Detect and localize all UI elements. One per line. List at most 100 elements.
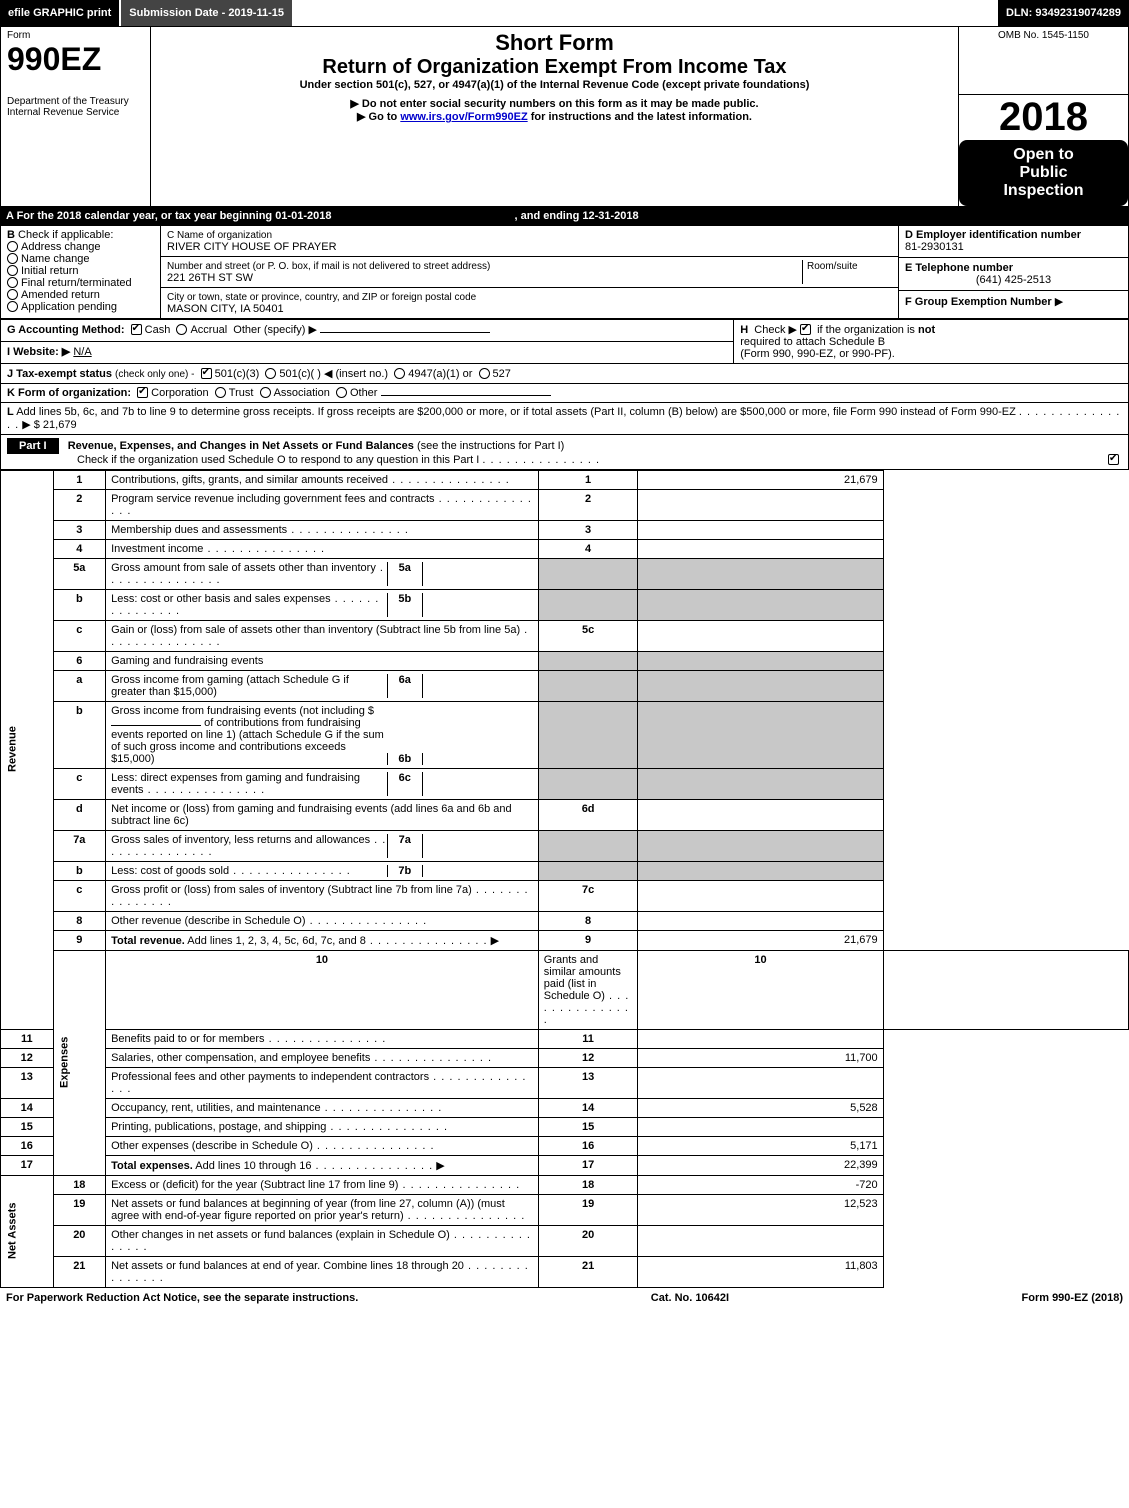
efile-print-button[interactable]: efile GRAPHIC print bbox=[0, 0, 121, 26]
table-row: c Less: direct expenses from gaming and … bbox=[1, 768, 1129, 799]
topbar-spacer bbox=[294, 0, 998, 26]
line18-amount: -720 bbox=[638, 1175, 883, 1194]
street-value: 221 26TH ST SW bbox=[167, 272, 253, 284]
form-header-table: Form 990EZ Department of the Treasury In… bbox=[0, 26, 1129, 207]
line12-text: Salaries, other compensation, and employ… bbox=[111, 1052, 370, 1064]
line21-amount: 11,803 bbox=[638, 1256, 883, 1287]
checkbox-501c[interactable] bbox=[265, 368, 276, 379]
table-row: 4 Investment income 4 bbox=[1, 539, 1129, 558]
form-number: 990EZ bbox=[7, 41, 144, 78]
website-value: N/A bbox=[73, 346, 91, 358]
checkbox-association[interactable] bbox=[260, 387, 271, 398]
checkbox-527[interactable] bbox=[479, 368, 490, 379]
checkbox-name-change[interactable] bbox=[7, 253, 18, 264]
f-arrow: ▶ bbox=[1055, 296, 1063, 308]
part1-instr: (see the instructions for Part I) bbox=[417, 440, 564, 452]
l-text: Add lines 5b, 6c, and 7b to line 9 to de… bbox=[16, 406, 1016, 418]
checkbox-initial-return[interactable] bbox=[7, 265, 18, 276]
line9-amount: 21,679 bbox=[638, 930, 883, 950]
revenue-section-label: Revenue bbox=[1, 470, 54, 1029]
line9-text-bold: Total revenue. bbox=[111, 935, 185, 947]
dept-treasury: Department of the Treasury bbox=[7, 96, 144, 107]
table-row: 12Salaries, other compensation, and empl… bbox=[1, 1048, 1129, 1067]
other-specify-input[interactable] bbox=[320, 332, 490, 333]
checkbox-accrual[interactable] bbox=[176, 324, 187, 335]
line5b-text: Less: cost or other basis and sales expe… bbox=[111, 593, 331, 605]
ein-value: 81-2930131 bbox=[905, 241, 964, 253]
table-row: Net Assets 18Excess or (deficit) for the… bbox=[1, 1175, 1129, 1194]
box-l-label: L bbox=[7, 406, 14, 418]
checkbox-h-not-required[interactable] bbox=[800, 324, 811, 335]
line18-text: Excess or (deficit) for the year (Subtra… bbox=[111, 1179, 398, 1191]
table-row: 14Occupancy, rent, utilities, and mainte… bbox=[1, 1098, 1129, 1117]
checkbox-trust[interactable] bbox=[215, 387, 226, 398]
page-footer: For Paperwork Reduction Act Notice, see … bbox=[0, 1288, 1129, 1308]
checkbox-corporation[interactable] bbox=[137, 387, 148, 398]
line14-amount: 5,528 bbox=[638, 1098, 883, 1117]
line7c-text: Gross profit or (loss) from sales of inv… bbox=[111, 884, 472, 896]
room-suite-label: Room/suite bbox=[807, 261, 858, 272]
opt-501c: 501(c)( ) ◀ (insert no.) bbox=[279, 368, 388, 380]
checkbox-schedule-o[interactable] bbox=[1108, 454, 1119, 465]
table-row: 20Other changes in net assets or fund ba… bbox=[1, 1225, 1129, 1256]
footer-right: Form 990-EZ (2018) bbox=[1022, 1292, 1124, 1304]
period-bar: A For the 2018 calendar year, or tax yea… bbox=[0, 207, 1129, 225]
checkbox-other-org[interactable] bbox=[336, 387, 347, 398]
final-return-label: Final return/terminated bbox=[21, 277, 132, 289]
irs-link[interactable]: www.irs.gov/Form990EZ bbox=[400, 111, 527, 123]
box-k: K Form of organization: Corporation Trus… bbox=[0, 384, 1129, 403]
h-text-rest2: (Form 990, 990-EZ, or 990-PF). bbox=[740, 348, 895, 360]
table-row: Revenue 1 Contributions, gifts, grants, … bbox=[1, 470, 1129, 489]
checkbox-cash[interactable] bbox=[131, 324, 142, 335]
line11-text: Benefits paid to or for members bbox=[111, 1033, 264, 1045]
checkbox-amended-return[interactable] bbox=[7, 289, 18, 300]
other-org-input[interactable] bbox=[381, 395, 551, 396]
table-row: 19Net assets or fund balances at beginni… bbox=[1, 1194, 1129, 1225]
city-label: City or town, state or province, country… bbox=[167, 292, 476, 303]
opt-other-org: Other bbox=[350, 387, 378, 399]
checkbox-4947[interactable] bbox=[394, 368, 405, 379]
no-ssn-note: Do not enter social security numbers on … bbox=[157, 97, 952, 110]
line8-amount bbox=[638, 911, 883, 930]
checkbox-final-return[interactable] bbox=[7, 277, 18, 288]
line6d-text: Net income or (loss) from gaming and fun… bbox=[111, 803, 512, 827]
box-k-label: K Form of organization: bbox=[7, 387, 131, 399]
line6b-text1: Gross income from fundraising events (no… bbox=[111, 705, 374, 717]
opt-527: 527 bbox=[493, 368, 511, 380]
line15-text: Printing, publications, postage, and shi… bbox=[111, 1121, 326, 1133]
cash-label: Cash bbox=[145, 324, 171, 336]
goto-link-row: ▶ Go to www.irs.gov/Form990EZ for instru… bbox=[157, 110, 952, 123]
table-row: 3 Membership dues and assessments 3 bbox=[1, 520, 1129, 539]
table-row: 6 Gaming and fundraising events bbox=[1, 651, 1129, 670]
table-row: d Net income or (loss) from gaming and f… bbox=[1, 799, 1129, 830]
l-amount: $ 21,679 bbox=[34, 419, 77, 431]
line6d-amount bbox=[638, 799, 883, 830]
street-label: Number and street (or P. O. box, if mail… bbox=[167, 261, 490, 272]
checkbox-501c3[interactable] bbox=[201, 368, 212, 379]
line6b-blank[interactable] bbox=[111, 725, 201, 726]
line12-amount: 11,700 bbox=[638, 1048, 883, 1067]
line4-amount bbox=[638, 539, 883, 558]
omb-number: OMB No. 1545-1150 bbox=[965, 30, 1122, 41]
line20-text: Other changes in net assets or fund bala… bbox=[111, 1229, 450, 1241]
line3-amount bbox=[638, 520, 883, 539]
line7a-text: Gross sales of inventory, less returns a… bbox=[111, 834, 370, 846]
checkbox-application-pending[interactable] bbox=[7, 301, 18, 312]
line2-amount bbox=[638, 489, 883, 520]
box-i-label: I Website: ▶ bbox=[7, 346, 70, 358]
line4-text: Investment income bbox=[111, 543, 203, 555]
phone-value: (641) 425-2513 bbox=[905, 274, 1122, 286]
line15-amount bbox=[638, 1117, 883, 1136]
table-row: b Gross income from fundraising events (… bbox=[1, 701, 1129, 768]
checkbox-address-change[interactable] bbox=[7, 241, 18, 252]
form-word: Form bbox=[7, 30, 144, 41]
line5a-sub-amount bbox=[423, 562, 533, 586]
short-form-title: Short Form bbox=[157, 30, 952, 56]
line6a-sub-amount bbox=[423, 674, 533, 698]
line17-amount: 22,399 bbox=[638, 1155, 883, 1175]
table-row: Expenses 10 Grants and similar amounts p… bbox=[1, 950, 1129, 1029]
open-to-public: Open to Public Inspection bbox=[959, 140, 1128, 206]
table-row: c Gross profit or (loss) from sales of i… bbox=[1, 880, 1129, 911]
j-check-only-one: (check only one) - bbox=[115, 369, 194, 380]
opt-4947: 4947(a)(1) or bbox=[408, 368, 472, 380]
